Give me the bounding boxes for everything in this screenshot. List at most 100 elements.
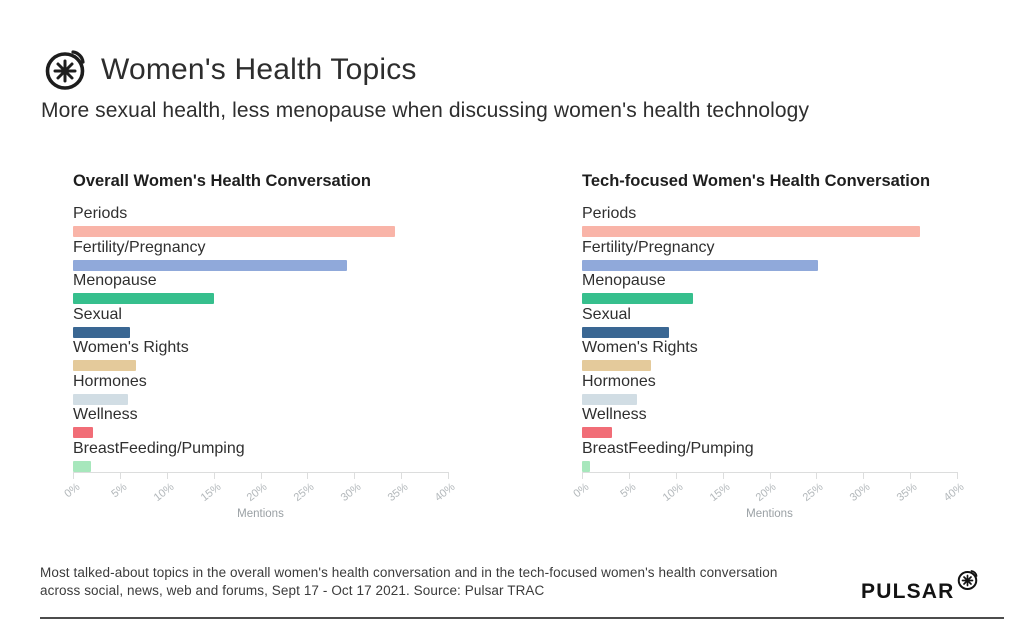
bar (73, 326, 131, 338)
axis-caption: Mentions (746, 508, 793, 520)
bar (582, 393, 638, 405)
axis-tick-label: 30% (847, 481, 873, 505)
axis-tick (401, 472, 403, 479)
bar (73, 393, 129, 405)
axis-tick-label: 0% (571, 481, 592, 501)
category-label: BreastFeeding/Pumping (582, 439, 754, 457)
axis-tick (213, 472, 215, 479)
axis-tick-label: 5% (109, 481, 130, 501)
axis-tick (73, 472, 74, 479)
bar-row: Periods (73, 204, 448, 238)
category-label: Wellness (582, 406, 647, 423)
axis-tick-label: 25% (292, 481, 317, 505)
category-label: Periods (73, 205, 128, 222)
bottom-rule (40, 617, 1004, 619)
axis-tick-label: 35% (894, 481, 920, 505)
axis-tick (582, 472, 583, 479)
axis-tick-label: 35% (385, 481, 411, 505)
axis-tick-label: 20% (245, 481, 270, 505)
axis-tick-label: 40% (941, 481, 967, 505)
axis-tick (448, 472, 449, 479)
category-label: Wellness (73, 406, 138, 423)
page-title: Women's Health Topics (101, 53, 417, 86)
page-subtitle: More sexual health, less menopause when … (41, 99, 810, 122)
chart-tech-focused: Tech-focused Women's Health Conversation… (571, 172, 966, 542)
axis-tick-label: 10% (151, 481, 177, 505)
category-label: Menopause (582, 272, 666, 289)
bar (73, 460, 91, 472)
axis-tick (260, 472, 262, 479)
category-label: Hormones (582, 372, 656, 390)
bar-row: Hormones (73, 372, 448, 406)
bar-row: Menopause (582, 271, 957, 305)
axis-tick (166, 472, 168, 479)
chart-title: Tech-focused Women's Health Conversation (582, 172, 931, 190)
chart-title: Overall Women's Health Conversation (73, 172, 371, 190)
axis-tick (957, 472, 958, 479)
bar (73, 360, 136, 371)
bar-rows: Periods Fertility/Pregnancy Menopause Se… (73, 204, 448, 472)
axis-tick-label: 40% (432, 481, 458, 505)
pulsar-asterisk-icon (45, 50, 85, 90)
bar-row: Fertility/Pregnancy (582, 238, 957, 272)
bar-row: Women's Rights (582, 338, 957, 372)
pulsar-logo: PULSAR (861, 570, 1011, 613)
bar-row: Hormones (582, 372, 957, 406)
axis-tick (863, 472, 865, 479)
axis-tick-label: 25% (801, 481, 826, 505)
axis-tick-label: 5% (618, 481, 639, 501)
bar (582, 427, 612, 438)
category-label: Women's Rights (582, 339, 698, 356)
bar (582, 326, 670, 338)
axis-tick (769, 472, 771, 479)
category-label: Hormones (73, 372, 147, 390)
bar (73, 259, 347, 271)
axis-tick-label: 15% (707, 481, 733, 505)
source-caption-line1: Most talked-about topics in the overall … (40, 565, 778, 580)
axis-tick-label: 20% (754, 481, 779, 505)
axis-caption: Mentions (237, 508, 284, 520)
axis-tick (675, 472, 677, 479)
axis-tick (910, 472, 912, 479)
category-label: Fertility/Pregnancy (73, 238, 206, 256)
bar (73, 427, 93, 438)
bar-row: BreastFeeding/Pumping (73, 439, 448, 473)
category-label: Menopause (73, 272, 157, 289)
chart-overall: Overall Women's Health Conversation Peri… (62, 172, 457, 542)
bar-rows: Periods Fertility/Pregnancy Menopause Se… (582, 204, 957, 472)
axis-tick-label: 30% (338, 481, 364, 505)
bar-row: Sexual (73, 305, 448, 339)
bar (582, 293, 693, 304)
axis-tick (354, 472, 356, 479)
bar (582, 460, 590, 472)
category-label: Periods (582, 205, 637, 222)
pulsar-wordmark: PULSAR (861, 580, 955, 603)
pulsar-asterisk-icon (957, 570, 978, 590)
x-axis: 0% 5% 10% 15% 20% 25% 30% (62, 472, 457, 542)
category-label: Sexual (582, 305, 631, 323)
category-label: Sexual (73, 305, 122, 323)
bar (582, 226, 920, 237)
bar (582, 360, 652, 371)
category-label: BreastFeeding/Pumping (73, 439, 245, 457)
bar-row: Wellness (582, 405, 957, 439)
category-label: Women's Rights (73, 339, 189, 356)
source-caption: Most talked-about topics in the overall … (40, 564, 777, 600)
bar-row: Sexual (582, 305, 957, 339)
x-axis: 0% 5% 10% 15% 20% 25% 30% (571, 472, 966, 542)
axis-tick-label: 15% (198, 481, 224, 505)
bar-row: Menopause (73, 271, 448, 305)
axis-tick-label: 0% (62, 481, 83, 501)
axis-tick (119, 472, 121, 479)
bar (73, 226, 395, 237)
axis-tick (628, 472, 630, 479)
axis-tick (722, 472, 724, 479)
bar-row: Women's Rights (73, 338, 448, 372)
category-label: Fertility/Pregnancy (582, 238, 715, 256)
bar-row: BreastFeeding/Pumping (582, 439, 957, 473)
bar-row: Fertility/Pregnancy (73, 238, 448, 272)
bar (582, 259, 819, 271)
source-caption-line2: across social, news, web and forums, Sep… (40, 583, 545, 598)
axis-tick-label: 10% (660, 481, 686, 505)
